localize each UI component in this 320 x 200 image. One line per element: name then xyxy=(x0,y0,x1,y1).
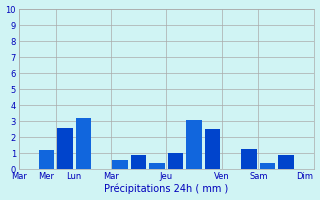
Bar xyxy=(39,150,54,169)
Bar xyxy=(112,160,128,169)
Bar xyxy=(131,155,147,169)
Bar xyxy=(241,149,257,169)
Bar xyxy=(57,128,73,169)
Bar xyxy=(186,120,202,169)
Bar xyxy=(204,129,220,169)
X-axis label: Précipitations 24h ( mm ): Précipitations 24h ( mm ) xyxy=(104,184,228,194)
Bar xyxy=(149,163,165,169)
Bar xyxy=(278,155,294,169)
Bar xyxy=(168,153,183,169)
Bar xyxy=(260,163,276,169)
Bar xyxy=(76,118,91,169)
